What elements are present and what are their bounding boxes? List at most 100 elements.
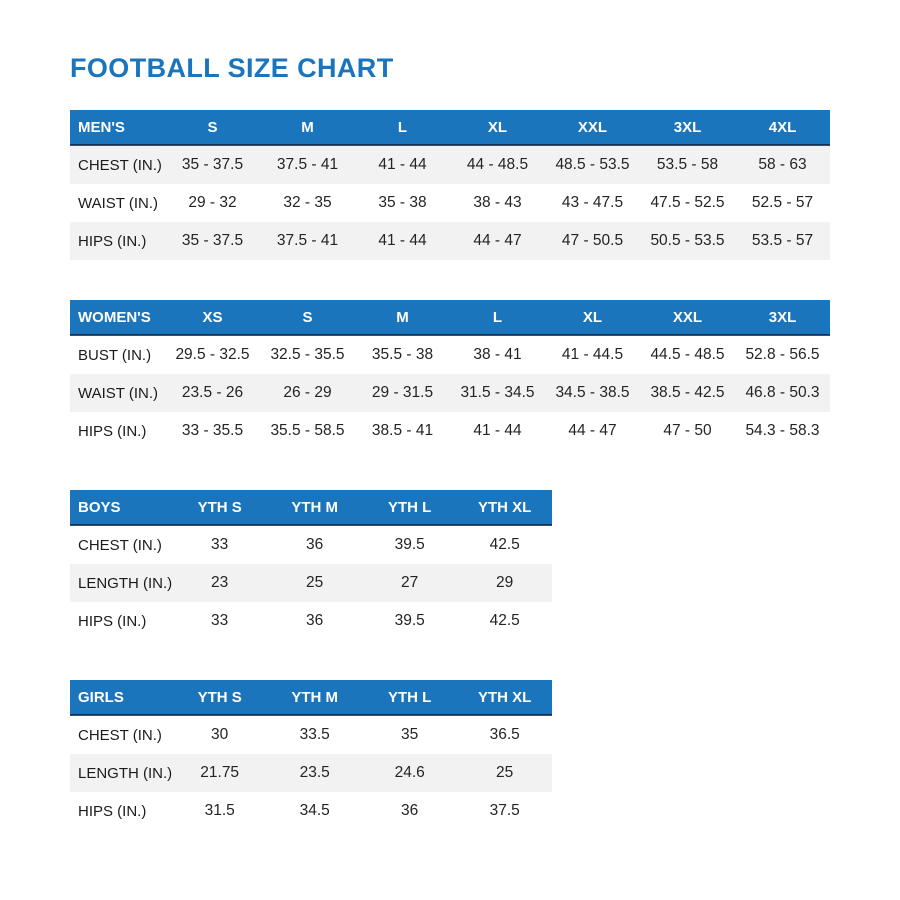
- measurement-row-label: HIPS (IN.): [78, 802, 147, 820]
- size-value-cell: 43 - 47.5: [561, 194, 624, 211]
- size-value-cell: 37.5 - 41: [260, 222, 355, 260]
- size-value-cell: 36: [306, 536, 324, 553]
- size-value-cell: 31.5: [204, 802, 235, 819]
- size-value-cell: 34.5 - 38.5: [545, 374, 640, 412]
- size-value-cell: 25: [267, 564, 363, 602]
- size-value-cell: 36: [306, 612, 324, 629]
- mens-size-header-4: XXL: [545, 110, 640, 146]
- size-value-cell: 41 - 44.5: [561, 346, 624, 363]
- size-value-cell: 24.6: [362, 754, 458, 792]
- boys-measurement-row: CHEST (IN.) 33 36 39.5 42.5: [70, 525, 552, 564]
- size-value-cell: 21.75: [172, 754, 268, 792]
- womens-header-row: WOMEN'S XS S M L XL XXL 3XL: [70, 300, 830, 336]
- measurement-row-label: HIPS (IN.): [78, 422, 147, 440]
- womens-size-header-5: XXL: [640, 300, 735, 336]
- girls-size-header-0: YTH S: [172, 680, 268, 716]
- boys-size-header-0: YTH S: [172, 490, 268, 526]
- measurement-row-label: HIPS (IN.): [70, 222, 165, 260]
- womens-measurement-row: HIPS (IN.) 33 - 35.5 35.5 - 58.5 38.5 - 41 4…: [70, 412, 830, 450]
- size-value-cell: 23.5 - 26: [165, 374, 260, 412]
- size-value-cell: 46.8 - 50.3: [735, 374, 830, 412]
- size-value-cell: 52.8 - 56.5: [745, 346, 820, 363]
- womens-size-header-0: XS: [165, 300, 260, 336]
- size-value-cell: 41 - 44: [473, 422, 522, 439]
- size-value-cell: 23.5: [267, 754, 363, 792]
- size-value-cell: 54.3 - 58.3: [745, 422, 820, 439]
- size-value-cell: 35.5 - 58.5: [270, 422, 345, 439]
- size-value-cell: 35 - 37.5: [165, 222, 260, 260]
- mens-size-table: MEN'S S M L XL XXL 3XL 4XL CHEST (IN.) 35 - 37.5 3…: [70, 110, 830, 260]
- mens-size-header-0: S: [165, 110, 260, 146]
- size-value-cell: 42.5: [489, 612, 520, 629]
- mens-size-header-3: XL: [450, 110, 545, 146]
- womens-size-header-2: M: [355, 300, 450, 336]
- size-value-cell: 53.5 - 58: [640, 145, 735, 184]
- size-value-cell: 29: [457, 564, 553, 602]
- womens-measurement-row: BUST (IN.) 29.5 - 32.5 32.5 - 35.5 35.5 - 3…: [70, 335, 830, 374]
- womens-measurement-row: WAIST (IN.) 23.5 - 26 26 - 29 29 - 31.5 31.5…: [70, 374, 830, 412]
- girls-measurement-row: CHEST (IN.) 30 33.5 35 36.5: [70, 715, 552, 754]
- size-value-cell: 38 - 43: [473, 194, 522, 211]
- boys-measurement-row: HIPS (IN.) 33 36 39.5 42.5: [70, 602, 552, 640]
- size-value-cell: 44.5 - 48.5: [650, 346, 725, 363]
- womens-size-header-1: S: [260, 300, 355, 336]
- size-value-cell: 33: [211, 612, 229, 629]
- size-value-cell: 32.5 - 35.5: [270, 346, 345, 363]
- size-value-cell: 52.5 - 57: [751, 194, 814, 211]
- size-value-cell: 47.5 - 52.5: [650, 194, 725, 211]
- size-value-cell: 32 - 35: [283, 194, 332, 211]
- size-value-cell: 58 - 63: [735, 145, 830, 184]
- size-value-cell: 41 - 44: [355, 222, 450, 260]
- girls-header-row: GIRLS YTH S YTH M YTH L YTH XL: [70, 680, 553, 716]
- size-value-cell: 29 - 32: [188, 194, 237, 211]
- size-value-cell: 38.5 - 42.5: [640, 374, 735, 412]
- size-value-cell: 39.5: [394, 612, 425, 629]
- size-value-cell: 35: [401, 726, 419, 743]
- girls-size-table: GIRLS YTH S YTH M YTH L YTH XL CHEST (IN.) 30 3…: [70, 680, 553, 830]
- girls-size-header-2: YTH L: [362, 680, 458, 716]
- size-value-cell: 31.5 - 34.5: [450, 374, 545, 412]
- size-value-cell: 44 - 47: [450, 222, 545, 260]
- boys-size-header-2: YTH L: [362, 490, 458, 526]
- size-value-cell: 37.5: [489, 802, 520, 819]
- measurement-row-label: BUST (IN.): [78, 346, 152, 364]
- size-value-cell: 37.5 - 41: [260, 145, 355, 184]
- size-value-cell: 50.5 - 53.5: [640, 222, 735, 260]
- boys-size-header-1: YTH M: [267, 490, 363, 526]
- size-value-cell: 33: [211, 536, 229, 553]
- mens-size-header-5: 3XL: [640, 110, 735, 146]
- size-value-cell: 35.5 - 38: [371, 346, 434, 363]
- girls-size-header-3: YTH XL: [457, 680, 553, 716]
- mens-measurement-row: WAIST (IN.) 29 - 32 32 - 35 35 - 38 38 - 43 4…: [70, 184, 830, 222]
- page-title: FOOTBALL SIZE CHART: [70, 53, 394, 83]
- size-value-cell: 38 - 41: [473, 346, 522, 363]
- size-value-cell: 41 - 44: [355, 145, 450, 184]
- size-value-cell: 33.5: [299, 726, 330, 743]
- size-value-cell: 30: [211, 726, 229, 743]
- measurement-row-label: WAIST (IN.): [70, 374, 165, 412]
- size-value-cell: 25: [457, 754, 553, 792]
- boys-group-label: BOYS: [70, 490, 173, 526]
- mens-size-header-1: M: [260, 110, 355, 146]
- boys-size-table: BOYS YTH S YTH M YTH L YTH XL CHEST (IN.) 33 36…: [70, 490, 553, 640]
- size-value-cell: 34.5: [299, 802, 330, 819]
- measurement-row-label: LENGTH (IN.): [70, 754, 173, 792]
- size-value-cell: 33 - 35.5: [181, 422, 244, 439]
- size-value-cell: 53.5 - 57: [735, 222, 830, 260]
- tables-container: MEN'S S M L XL XXL 3XL 4XL CHEST (IN.) 35 - 37.5 3…: [70, 110, 830, 830]
- girls-measurement-row: HIPS (IN.) 31.5 34.5 36 37.5: [70, 792, 552, 830]
- size-value-cell: 29.5 - 32.5: [175, 346, 250, 363]
- size-value-cell: 47 - 50: [663, 422, 712, 439]
- size-value-cell: 36: [401, 802, 419, 819]
- size-value-cell: 38.5 - 41: [371, 422, 434, 439]
- measurement-row-label: HIPS (IN.): [78, 612, 147, 630]
- womens-group-label: WOMEN'S: [70, 300, 165, 336]
- size-value-cell: 36.5: [489, 726, 520, 743]
- measurement-row-label: CHEST (IN.): [70, 145, 165, 184]
- size-value-cell: 48.5 - 53.5: [545, 145, 640, 184]
- mens-size-header-6: 4XL: [735, 110, 830, 146]
- mens-measurement-row: CHEST (IN.) 35 - 37.5 37.5 - 41 41 - 44 44 -…: [70, 145, 830, 184]
- mens-group-label: MEN'S: [70, 110, 165, 146]
- womens-size-header-4: XL: [545, 300, 640, 336]
- size-value-cell: 42.5: [489, 536, 520, 553]
